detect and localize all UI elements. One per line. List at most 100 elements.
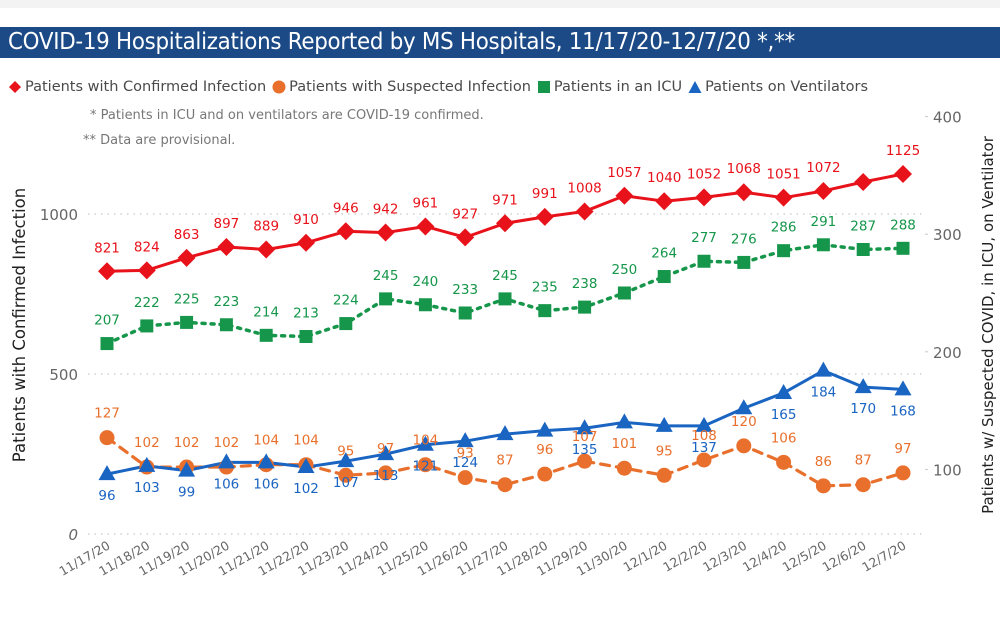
marker-square-icu — [339, 317, 353, 331]
data-label-icu: 288 — [890, 217, 916, 233]
x-tick-label: 12/2/20 — [660, 538, 709, 575]
marker-diamond-confirmed — [336, 222, 355, 241]
data-label-ventilators: 121 — [413, 459, 439, 475]
legend-label-confirmed: Patients with Confirmed Infection — [25, 79, 267, 95]
marker-triangle-ventilators — [735, 399, 753, 415]
marker-triangle-ventilators — [655, 416, 673, 432]
marker-triangle-ventilators — [536, 421, 554, 437]
marker-square-icu — [737, 255, 751, 269]
data-label-suspected: 95 — [337, 443, 354, 459]
legend-item-ventilators[interactable]: Patients on Ventilators — [688, 79, 868, 95]
marker-circle-suspected — [577, 453, 593, 469]
legend-label-ventilators: Patients on Ventilators — [705, 79, 869, 95]
data-label-icu: 286 — [771, 220, 797, 236]
data-label-suspected: 102 — [134, 435, 160, 451]
circle-icon — [272, 80, 286, 94]
data-label-confirmed: 971 — [492, 192, 518, 208]
marker-square-icu — [816, 238, 830, 252]
data-label-icu: 245 — [373, 268, 399, 284]
data-label-icu: 213 — [293, 306, 319, 322]
footnote-icu-ventilators: * Patients in ICU and on ventilators are… — [90, 108, 484, 123]
marker-diamond-confirmed — [98, 262, 116, 281]
marker-triangle-ventilators — [178, 461, 196, 477]
marker-circle-suspected — [656, 467, 672, 483]
y-tick-label-left: 1000 — [40, 206, 78, 224]
data-label-suspected: 97 — [377, 441, 394, 457]
data-label-icu: 214 — [253, 304, 279, 320]
legend-item-suspected[interactable]: Patients with Suspected Infection — [272, 79, 531, 95]
series-markers — [98, 165, 912, 494]
data-label-ventilators: 124 — [452, 455, 478, 471]
x-tick-label: 12/1/20 — [620, 538, 669, 575]
marker-circle-suspected — [776, 454, 792, 470]
data-label-suspected: 102 — [214, 435, 240, 451]
marker-square-icu — [896, 241, 910, 255]
marker-triangle-ventilators — [814, 361, 832, 377]
legend: Patients with Confirmed Infection Patien… — [8, 77, 874, 97]
data-label-confirmed: 1008 — [567, 180, 601, 196]
marker-circle-suspected — [815, 478, 831, 494]
marker-triangle-ventilators — [337, 452, 355, 468]
data-label-icu: 235 — [532, 280, 558, 296]
marker-circle-suspected — [855, 477, 871, 493]
marker-triangle-ventilators — [377, 445, 395, 461]
data-label-confirmed: 821 — [94, 240, 120, 256]
data-label-icu: 207 — [94, 313, 120, 329]
data-label-suspected: 127 — [94, 406, 120, 422]
data-label-suspected: 87 — [855, 453, 872, 469]
marker-diamond-confirmed — [814, 181, 833, 200]
marker-circle-suspected — [99, 430, 115, 446]
marker-triangle-ventilators — [138, 456, 156, 472]
data-label-ventilators: 170 — [850, 401, 876, 417]
data-label-icu: 240 — [413, 274, 439, 290]
marker-diamond-confirmed — [734, 183, 753, 202]
data-labels: 207 222 225 223 214 213 224 245 240 233 245 235 238 2… — [94, 143, 920, 504]
data-label-suspected: 104 — [293, 433, 319, 449]
marker-diamond-confirmed — [575, 202, 594, 221]
marker-diamond-confirmed — [217, 237, 236, 256]
data-label-icu: 233 — [452, 282, 478, 298]
marker-diamond-confirmed — [297, 233, 315, 252]
x-tick-label: 12/7/20 — [859, 538, 908, 575]
marker-diamond-confirmed — [615, 186, 634, 205]
marker-square-icu — [697, 254, 711, 268]
data-label-confirmed: 889 — [253, 219, 279, 235]
data-label-confirmed: 1052 — [687, 166, 721, 182]
data-label-ventilators: 106 — [214, 476, 240, 492]
marker-square-icu — [777, 244, 791, 258]
marker-triangle-ventilators — [416, 435, 434, 451]
data-label-confirmed: 942 — [373, 202, 399, 218]
y-tick-label-left: 500 — [49, 366, 78, 384]
y-tick-label-right: 400 — [933, 109, 962, 127]
data-label-suspected: 96 — [536, 442, 553, 458]
marker-triangle-ventilators — [456, 432, 474, 448]
data-label-confirmed: 1040 — [647, 170, 681, 186]
marker-circle-suspected — [338, 467, 354, 483]
marker-diamond-confirmed — [456, 228, 475, 247]
marker-diamond-confirmed — [854, 173, 873, 191]
data-label-suspected: 102 — [174, 435, 200, 451]
data-label-icu: 238 — [572, 276, 598, 292]
data-label-ventilators: 103 — [134, 480, 160, 496]
x-tick-label: 12/5/20 — [780, 538, 829, 575]
data-label-ventilators: 106 — [253, 476, 279, 492]
footnote-provisional: ** Data are provisional. — [83, 133, 236, 148]
axes: 0500100010020030040011/17/2011/18/2011/1… — [40, 109, 962, 579]
data-label-confirmed: 1068 — [727, 161, 761, 177]
data-label-suspected: 86 — [815, 454, 832, 470]
data-label-ventilators: 113 — [373, 468, 399, 484]
x-tick-label: 12/4/20 — [740, 538, 789, 575]
marker-triangle-ventilators — [695, 416, 713, 432]
data-label-icu: 250 — [612, 262, 638, 278]
data-label-icu: 277 — [691, 230, 717, 246]
marker-diamond-confirmed — [695, 188, 713, 207]
legend-item-icu[interactable]: Patients in an ICU — [537, 79, 682, 95]
marker-diamond-confirmed — [137, 261, 156, 280]
data-label-ventilators: 137 — [691, 440, 717, 456]
diamond-icon — [9, 81, 21, 93]
legend-item-confirmed[interactable]: Patients with Confirmed Infection — [8, 79, 266, 95]
marker-square-icu — [856, 242, 870, 256]
x-tick-label: 12/3/20 — [700, 538, 749, 575]
marker-diamond-confirmed — [894, 165, 912, 183]
